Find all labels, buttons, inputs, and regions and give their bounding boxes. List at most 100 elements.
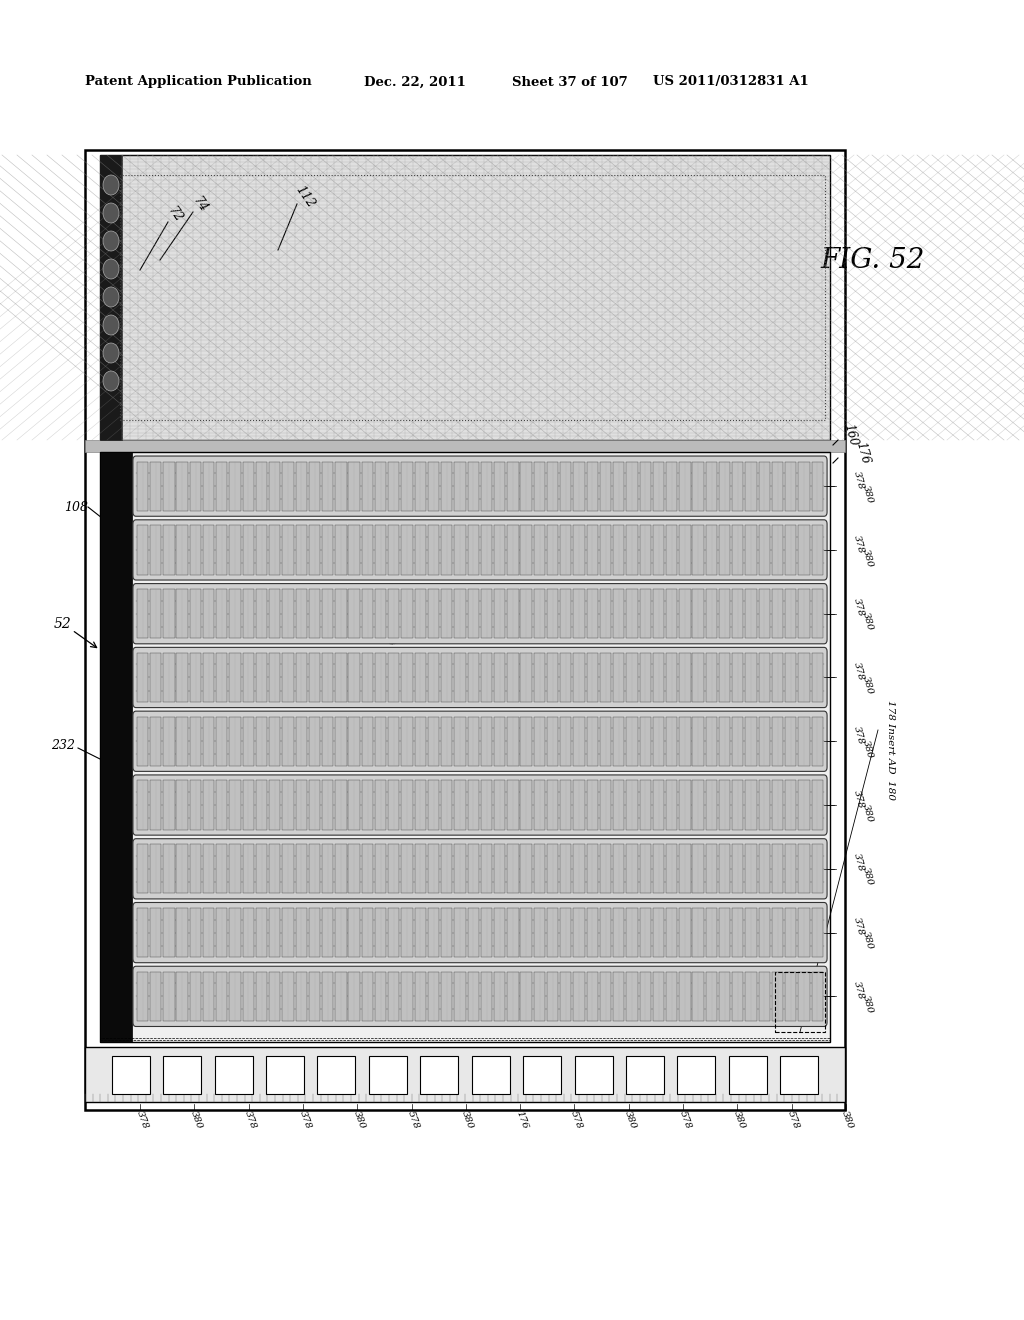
Bar (189, 589, 201, 639)
Bar (534, 717, 545, 766)
Bar (587, 717, 598, 766)
Bar (296, 908, 307, 957)
Bar (547, 908, 558, 957)
Bar (666, 462, 677, 511)
Bar (719, 972, 730, 1022)
Ellipse shape (103, 315, 119, 335)
Bar (361, 845, 373, 894)
Bar (507, 462, 518, 511)
Bar (151, 653, 161, 702)
Bar (401, 845, 413, 894)
Bar (732, 589, 743, 639)
Bar (203, 525, 214, 574)
Bar (573, 908, 585, 957)
Bar (547, 462, 558, 511)
Text: 578: 578 (678, 1110, 692, 1130)
Bar (627, 845, 638, 894)
Bar (640, 908, 651, 957)
Bar (369, 1056, 407, 1093)
Bar (812, 653, 823, 702)
Bar (137, 780, 148, 830)
Bar (653, 525, 664, 574)
Bar (375, 972, 386, 1022)
Bar (137, 525, 148, 574)
Bar (653, 717, 664, 766)
Bar (785, 653, 797, 702)
Bar (401, 462, 413, 511)
Bar (692, 462, 703, 511)
Bar (256, 717, 267, 766)
Bar (587, 525, 598, 574)
Ellipse shape (103, 259, 119, 279)
Text: 578: 578 (569, 1110, 584, 1130)
Bar (534, 908, 545, 957)
Bar (507, 717, 518, 766)
FancyBboxPatch shape (133, 775, 827, 836)
Bar (335, 589, 346, 639)
Bar (216, 780, 227, 830)
Bar (547, 589, 558, 639)
Text: 380: 380 (841, 1110, 855, 1130)
Bar (613, 845, 625, 894)
FancyBboxPatch shape (133, 583, 827, 644)
Bar (151, 525, 161, 574)
Bar (361, 589, 373, 639)
Text: 378: 378 (244, 1110, 258, 1130)
Bar (137, 972, 148, 1022)
Bar (100, 451, 132, 1041)
Bar (388, 589, 399, 639)
Bar (494, 462, 505, 511)
Bar (189, 908, 201, 957)
FancyBboxPatch shape (133, 520, 827, 579)
Bar (719, 780, 730, 830)
Bar (266, 1056, 304, 1093)
Bar (441, 717, 453, 766)
Bar (785, 525, 797, 574)
Bar (415, 780, 426, 830)
Bar (296, 845, 307, 894)
Bar (587, 462, 598, 511)
FancyBboxPatch shape (133, 966, 827, 1027)
Bar (428, 525, 439, 574)
Bar (679, 462, 690, 511)
Bar (692, 717, 703, 766)
Bar (216, 525, 227, 574)
Bar (151, 717, 161, 766)
Bar (481, 780, 493, 830)
Bar (100, 154, 830, 440)
Bar (679, 717, 690, 766)
Text: 378: 378 (852, 470, 865, 490)
Bar (137, 908, 148, 957)
Text: 380: 380 (732, 1110, 746, 1130)
Bar (348, 589, 359, 639)
Bar (120, 176, 825, 420)
Bar (679, 972, 690, 1022)
Bar (100, 1038, 830, 1040)
Bar (229, 972, 241, 1022)
Bar (229, 908, 241, 957)
Bar (203, 908, 214, 957)
Bar (613, 653, 625, 702)
Text: 72: 72 (165, 205, 185, 226)
Bar (415, 653, 426, 702)
Text: 176: 176 (853, 441, 871, 466)
Bar (507, 653, 518, 702)
Bar (256, 908, 267, 957)
Bar (189, 653, 201, 702)
Bar (719, 653, 730, 702)
Bar (322, 780, 333, 830)
Text: 52: 52 (54, 616, 72, 631)
Bar (176, 589, 187, 639)
Bar (520, 462, 531, 511)
Bar (348, 525, 359, 574)
Bar (163, 462, 174, 511)
Bar (216, 589, 227, 639)
Bar (375, 845, 386, 894)
Bar (600, 525, 611, 574)
Bar (534, 972, 545, 1022)
Text: 112: 112 (293, 183, 317, 211)
Bar (375, 462, 386, 511)
Bar (627, 653, 638, 702)
Bar (401, 717, 413, 766)
Bar (85, 440, 845, 451)
